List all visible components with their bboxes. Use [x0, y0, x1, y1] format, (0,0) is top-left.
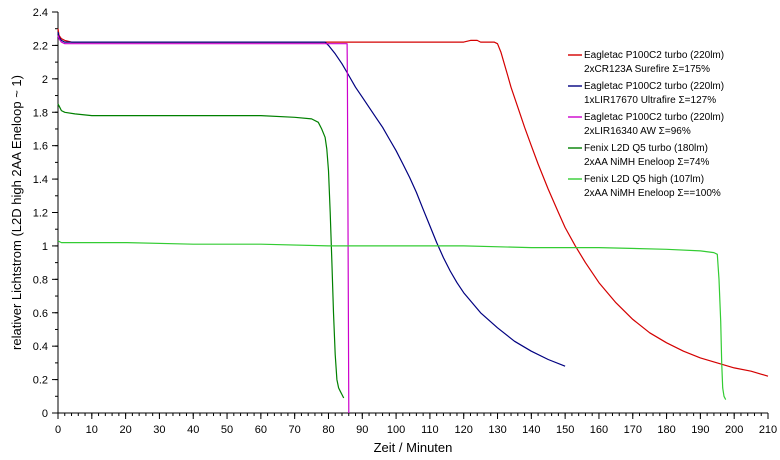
x-tick-label: 210	[759, 424, 777, 436]
legend-sublabel-1: 2xCR123A Surefire Σ=175%	[584, 64, 710, 75]
legend: Eagletac P100C2 turbo (220lm) 2xCR123A Su…	[568, 50, 724, 199]
x-tick-label: 110	[421, 424, 439, 436]
legend-sublabel-2: 1xLIR17670 Ultrafire Σ=127%	[584, 95, 716, 106]
x-tick-label: 130	[488, 424, 506, 436]
y-axis-title: relativer Lichtstrom (L2D high 2AA Enelo…	[9, 75, 24, 350]
y-tick-label: 0.2	[33, 375, 48, 387]
x-tick-label: 20	[119, 424, 131, 436]
legend-sublabel-4: 2xAA NiMH Eneloop Σ=74%	[584, 157, 710, 168]
series-line-2	[57, 31, 566, 367]
series-line-5	[57, 240, 727, 400]
x-tick-label: 160	[590, 424, 608, 436]
x-tick-label: 0	[55, 424, 61, 436]
y-tick-label: 1.4	[33, 174, 48, 186]
x-tick-label: 10	[86, 424, 98, 436]
y-tick-label: 1	[42, 241, 48, 253]
legend-label-2: Eagletac P100C2 turbo (220lm)	[584, 81, 724, 92]
x-tick-label: 170	[624, 424, 642, 436]
series-line-4	[57, 103, 345, 399]
legend-label-1: Eagletac P100C2 turbo (220lm)	[584, 50, 724, 61]
x-tick-label: 40	[187, 424, 199, 436]
x-tick-label: 140	[522, 424, 540, 436]
x-tick-label: 80	[322, 424, 334, 436]
x-tick-label: 150	[556, 424, 574, 436]
series-layer	[57, 28, 769, 414]
x-tick-label: 30	[153, 424, 165, 436]
legend-label-4: Fenix L2D Q5 turbo (180lm)	[584, 143, 708, 154]
y-tick-label: 0.8	[33, 274, 48, 286]
y-tick-label: 1.2	[33, 208, 48, 220]
legend-label-5: Fenix L2D Q5 high (107lm)	[584, 174, 704, 185]
y-tick-label: 0	[42, 408, 48, 420]
x-tick-label: 120	[455, 424, 473, 436]
y-tick-label: 0.4	[33, 341, 48, 353]
x-tick-label: 90	[356, 424, 368, 436]
legend-label-3: Eagletac P100C2 turbo (220lm)	[584, 112, 724, 123]
y-tick-label: 2.4	[33, 7, 48, 19]
y-tick-label: 2.2	[33, 40, 48, 52]
y-tick-label: 1.8	[33, 107, 48, 119]
x-tick-label: 180	[657, 424, 675, 436]
axes: 0 10 20 30 40 50 60 70 80 90 100 110 120 130 140 150 160…	[33, 7, 777, 436]
x-tick-label: 70	[289, 424, 301, 436]
x-tick-label: 190	[691, 424, 709, 436]
x-axis-title: Zeit / Minuten	[374, 440, 453, 455]
x-tick-label: 200	[725, 424, 743, 436]
x-tick-label: 50	[221, 424, 233, 436]
legend-sublabel-5: 2xAA NiMH Eneloop Σ==100%	[584, 188, 721, 199]
y-tick-label: 0.6	[33, 308, 48, 320]
legend-sublabel-3: 2xLIR16340 AW Σ=96%	[584, 126, 691, 137]
x-tick-label: 100	[387, 424, 405, 436]
series-line-3	[57, 35, 350, 414]
y-tick-label: 2	[42, 74, 48, 86]
x-tick-label: 60	[255, 424, 267, 436]
y-tick-label: 1.6	[33, 141, 48, 153]
